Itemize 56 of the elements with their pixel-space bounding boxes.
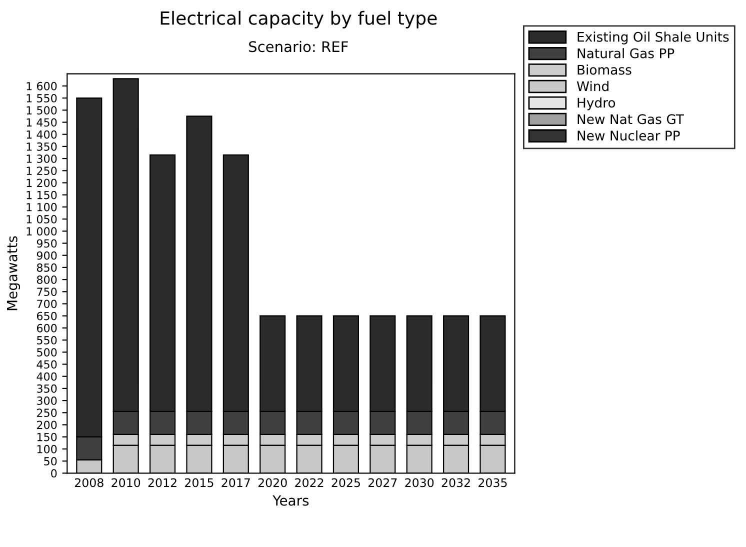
x-axis-title: Years xyxy=(272,495,309,506)
y-tick-label: 1 200 xyxy=(26,178,57,188)
x-tick-label: 2015 xyxy=(185,478,214,488)
y-tick-label: 1 000 xyxy=(26,227,57,236)
x-tick-label: 2020 xyxy=(258,478,287,488)
y-tick-label: 750 xyxy=(37,288,57,296)
y-tick-label: 1 350 xyxy=(26,142,57,151)
y-tick-label: 700 xyxy=(37,300,57,308)
legend-label: Hydro xyxy=(578,97,616,110)
legend-label: New Nat Gas GT xyxy=(578,114,684,124)
y-tick-label: 250 xyxy=(37,408,57,418)
legend-label: Natural Gas PP xyxy=(578,48,674,58)
y-tick-label: 900 xyxy=(36,251,57,260)
x-tick-label: 2030 xyxy=(405,478,434,488)
y-tick-label: 100 xyxy=(37,444,57,454)
chart-subtitle: Scenario: REF xyxy=(249,40,348,52)
x-tick-label: 2010 xyxy=(112,478,140,488)
y-tick-label: 450 xyxy=(36,360,57,369)
x-tick-label: 2027 xyxy=(368,478,397,488)
y-tick-label: 150 xyxy=(37,432,57,442)
y-tick-label: 0 xyxy=(51,469,57,478)
x-tick-label: 2008 xyxy=(74,478,104,488)
y-tick-label: 350 xyxy=(37,384,57,393)
y-tick-label: 1 300 xyxy=(26,154,57,163)
legend-label: Existing Oil Shale Units xyxy=(578,32,729,44)
y-tick-label: 200 xyxy=(37,420,57,430)
legend-label: Wind xyxy=(576,81,608,92)
y-tick-label: 1 150 xyxy=(26,190,57,200)
y-tick-label: 1 050 xyxy=(26,215,57,224)
y-tick-label: 1 450 xyxy=(26,118,57,127)
x-tick-label: 2012 xyxy=(148,478,176,488)
y-tick-label: 1 100 xyxy=(26,202,57,212)
y-tick-label: 1 550 xyxy=(26,94,57,102)
x-tick-label: 2017 xyxy=(222,478,250,488)
x-tick-label: 2022 xyxy=(295,478,324,488)
chart-title: Electrical capacity by fuel type xyxy=(160,10,437,28)
y-tick-label: 1 600 xyxy=(26,82,57,90)
legend-label: Biomass xyxy=(578,64,632,75)
y-axis-title: Megawatts xyxy=(7,236,20,310)
y-tick-label: 300 xyxy=(37,396,57,405)
x-tick-label: 2035 xyxy=(478,478,507,488)
y-tick-label: 1 400 xyxy=(26,130,57,139)
x-tick-label: 2025 xyxy=(332,478,360,488)
y-tick-label: 550 xyxy=(37,336,57,344)
y-tick-label: 1 500 xyxy=(26,106,57,115)
y-tick-label: 400 xyxy=(36,372,57,381)
legend-label: New Nuclear PP xyxy=(578,130,680,141)
x-tick-label: 2032 xyxy=(442,478,470,488)
y-tick-label: 1 250 xyxy=(26,166,57,176)
y-tick-label: 950 xyxy=(36,239,57,248)
y-tick-label: 500 xyxy=(37,348,57,357)
y-tick-label: 600 xyxy=(36,324,57,332)
y-tick-label: 50 xyxy=(44,457,57,466)
y-tick-label: 650 xyxy=(36,312,57,320)
y-tick-label: 850 xyxy=(36,263,57,272)
y-tick-label: 800 xyxy=(36,276,57,284)
